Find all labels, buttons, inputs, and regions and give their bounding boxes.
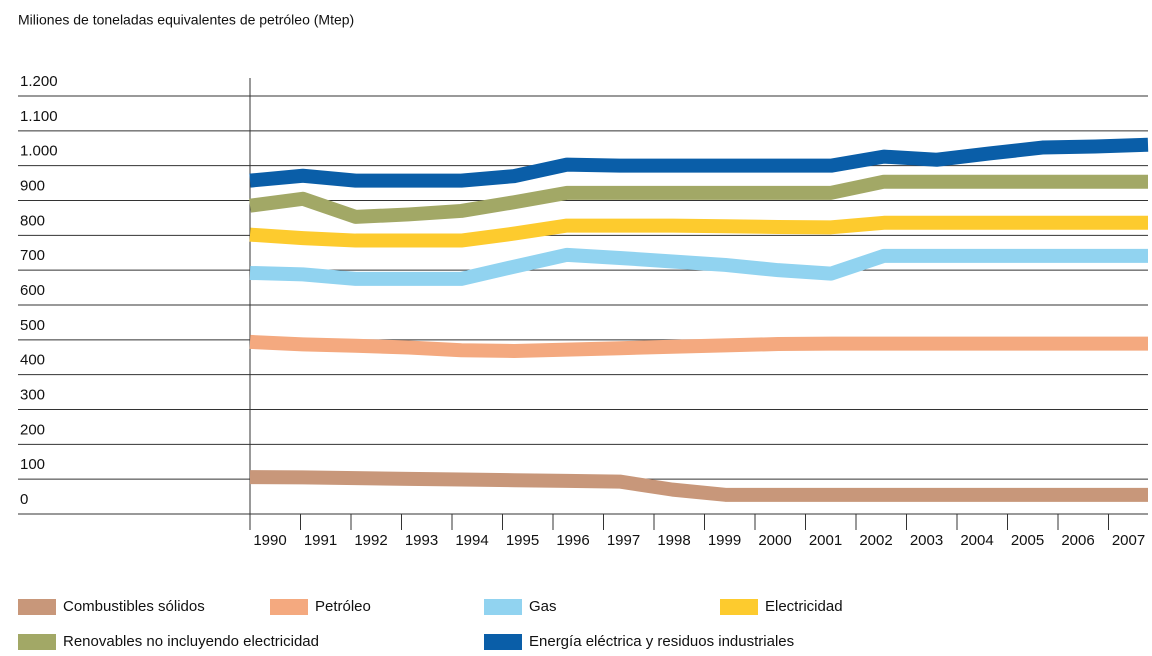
legend-swatch [18, 599, 56, 615]
legend-swatch [720, 599, 758, 615]
legend-swatch [18, 634, 56, 650]
chart-title: Miliones de toneladas equivalentes de pe… [18, 12, 354, 28]
legend-swatch [270, 599, 308, 615]
series-line [249, 174, 1148, 224]
series-line [249, 334, 1148, 358]
y-tick-label: 800 [20, 212, 45, 229]
y-tick-label: 700 [20, 247, 45, 264]
y-tick-label: 500 [20, 317, 45, 334]
x-tick-label: 2003 [910, 532, 943, 549]
x-tick-label: 1998 [657, 532, 690, 549]
legend-label: Petróleo [315, 598, 371, 615]
x-tick-label: 1993 [405, 532, 438, 549]
y-tick-label: 400 [20, 352, 45, 369]
legend-label: Renovables no incluyendo electricidad [63, 633, 319, 650]
series-line [249, 137, 1149, 188]
legend-label: Gas [529, 598, 557, 615]
legend-swatch [484, 599, 522, 615]
x-tick-label: 1997 [607, 532, 640, 549]
x-tick-label: 2004 [960, 532, 993, 549]
x-tick-label: 1994 [455, 532, 488, 549]
series-line [249, 470, 1148, 502]
x-tick-label: 2000 [758, 532, 791, 549]
legend-label: Energía eléctrica y residuos industriale… [529, 633, 794, 650]
series-line [249, 247, 1148, 286]
y-tick-label: 1.200 [20, 73, 58, 90]
y-tick-label: 100 [20, 456, 45, 473]
y-tick-label: 900 [20, 177, 45, 194]
x-tick-label: 1995 [506, 532, 539, 549]
y-tick-label: 1.000 [20, 143, 58, 160]
x-tick-label: 1999 [708, 532, 741, 549]
legend-label: Electricidad [765, 598, 843, 615]
x-tick-label: 2002 [859, 532, 892, 549]
x-tick-label: 1996 [556, 532, 589, 549]
series-line [249, 215, 1148, 248]
x-tick-label: 2006 [1061, 532, 1094, 549]
x-tick-label: 1991 [304, 532, 337, 549]
x-tick-label: 2001 [809, 532, 842, 549]
y-tick-label: 0 [20, 491, 28, 508]
y-tick-label: 200 [20, 421, 45, 438]
y-tick-label: 300 [20, 386, 45, 403]
x-tick-label: 1990 [253, 532, 286, 549]
y-tick-label: 1.100 [20, 108, 58, 125]
x-tick-label: 2005 [1011, 532, 1044, 549]
x-tick-label: 2007 [1112, 532, 1145, 549]
legend-label: Combustibles sólidos [63, 598, 205, 615]
x-tick-label: 1992 [354, 532, 387, 549]
y-tick-label: 600 [20, 282, 45, 299]
legend-swatch [484, 634, 522, 650]
